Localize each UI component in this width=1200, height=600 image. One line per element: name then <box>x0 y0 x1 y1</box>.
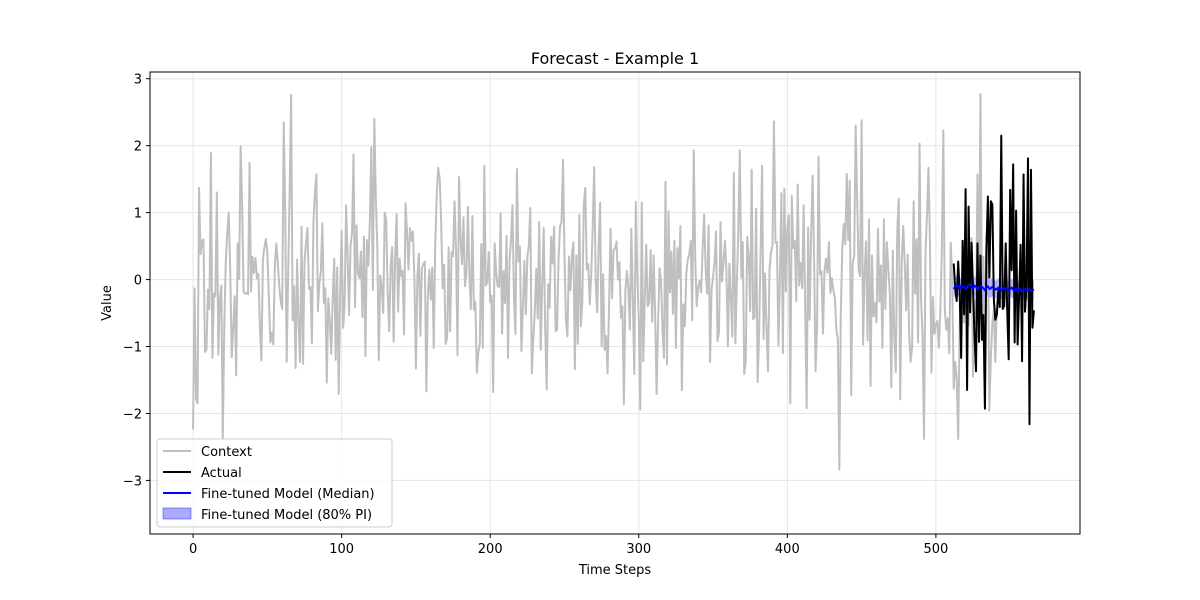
x-tick-label: 300 <box>626 542 651 557</box>
y-tick-label: −3 <box>123 474 142 489</box>
context-series-line <box>192 93 998 471</box>
legend-actual-label: Actual <box>201 466 242 481</box>
legend-median-label: Fine-tuned Model (Median) <box>201 487 375 502</box>
legend-interval-label: Fine-tuned Model (80% PI) <box>201 508 372 523</box>
y-axis-label: Value <box>100 285 115 321</box>
axis-ticks: 0 100 200 300 400 500 −3 −2 −1 0 1 2 3 <box>123 73 948 557</box>
legend: Context Actual Fine-tuned Model (Median)… <box>156 438 393 528</box>
x-tick-label: 200 <box>478 542 503 557</box>
x-tick-label: 100 <box>329 542 354 557</box>
axes-frame <box>149 71 1081 535</box>
y-tick-label: 3 <box>134 73 142 88</box>
chart-title: Forecast - Example 1 <box>531 49 699 68</box>
x-tick-label: 0 <box>189 542 197 557</box>
y-tick-label: 1 <box>134 207 142 222</box>
legend-context-label: Context <box>201 445 252 460</box>
x-tick-label: 500 <box>923 542 948 557</box>
legend-interval-swatch <box>162 507 192 520</box>
legend-frame <box>156 438 393 528</box>
y-tick-label: 0 <box>134 274 142 289</box>
plot-area <box>192 93 1035 471</box>
y-tick-label: 2 <box>134 140 142 155</box>
x-axis-label: Time Steps <box>578 563 652 578</box>
y-tick-label: −2 <box>123 407 142 422</box>
x-tick-label: 400 <box>775 542 800 557</box>
median-forecast-line <box>952 283 1035 293</box>
actual-series-line <box>952 134 1035 426</box>
y-tick-label: −1 <box>123 341 142 356</box>
